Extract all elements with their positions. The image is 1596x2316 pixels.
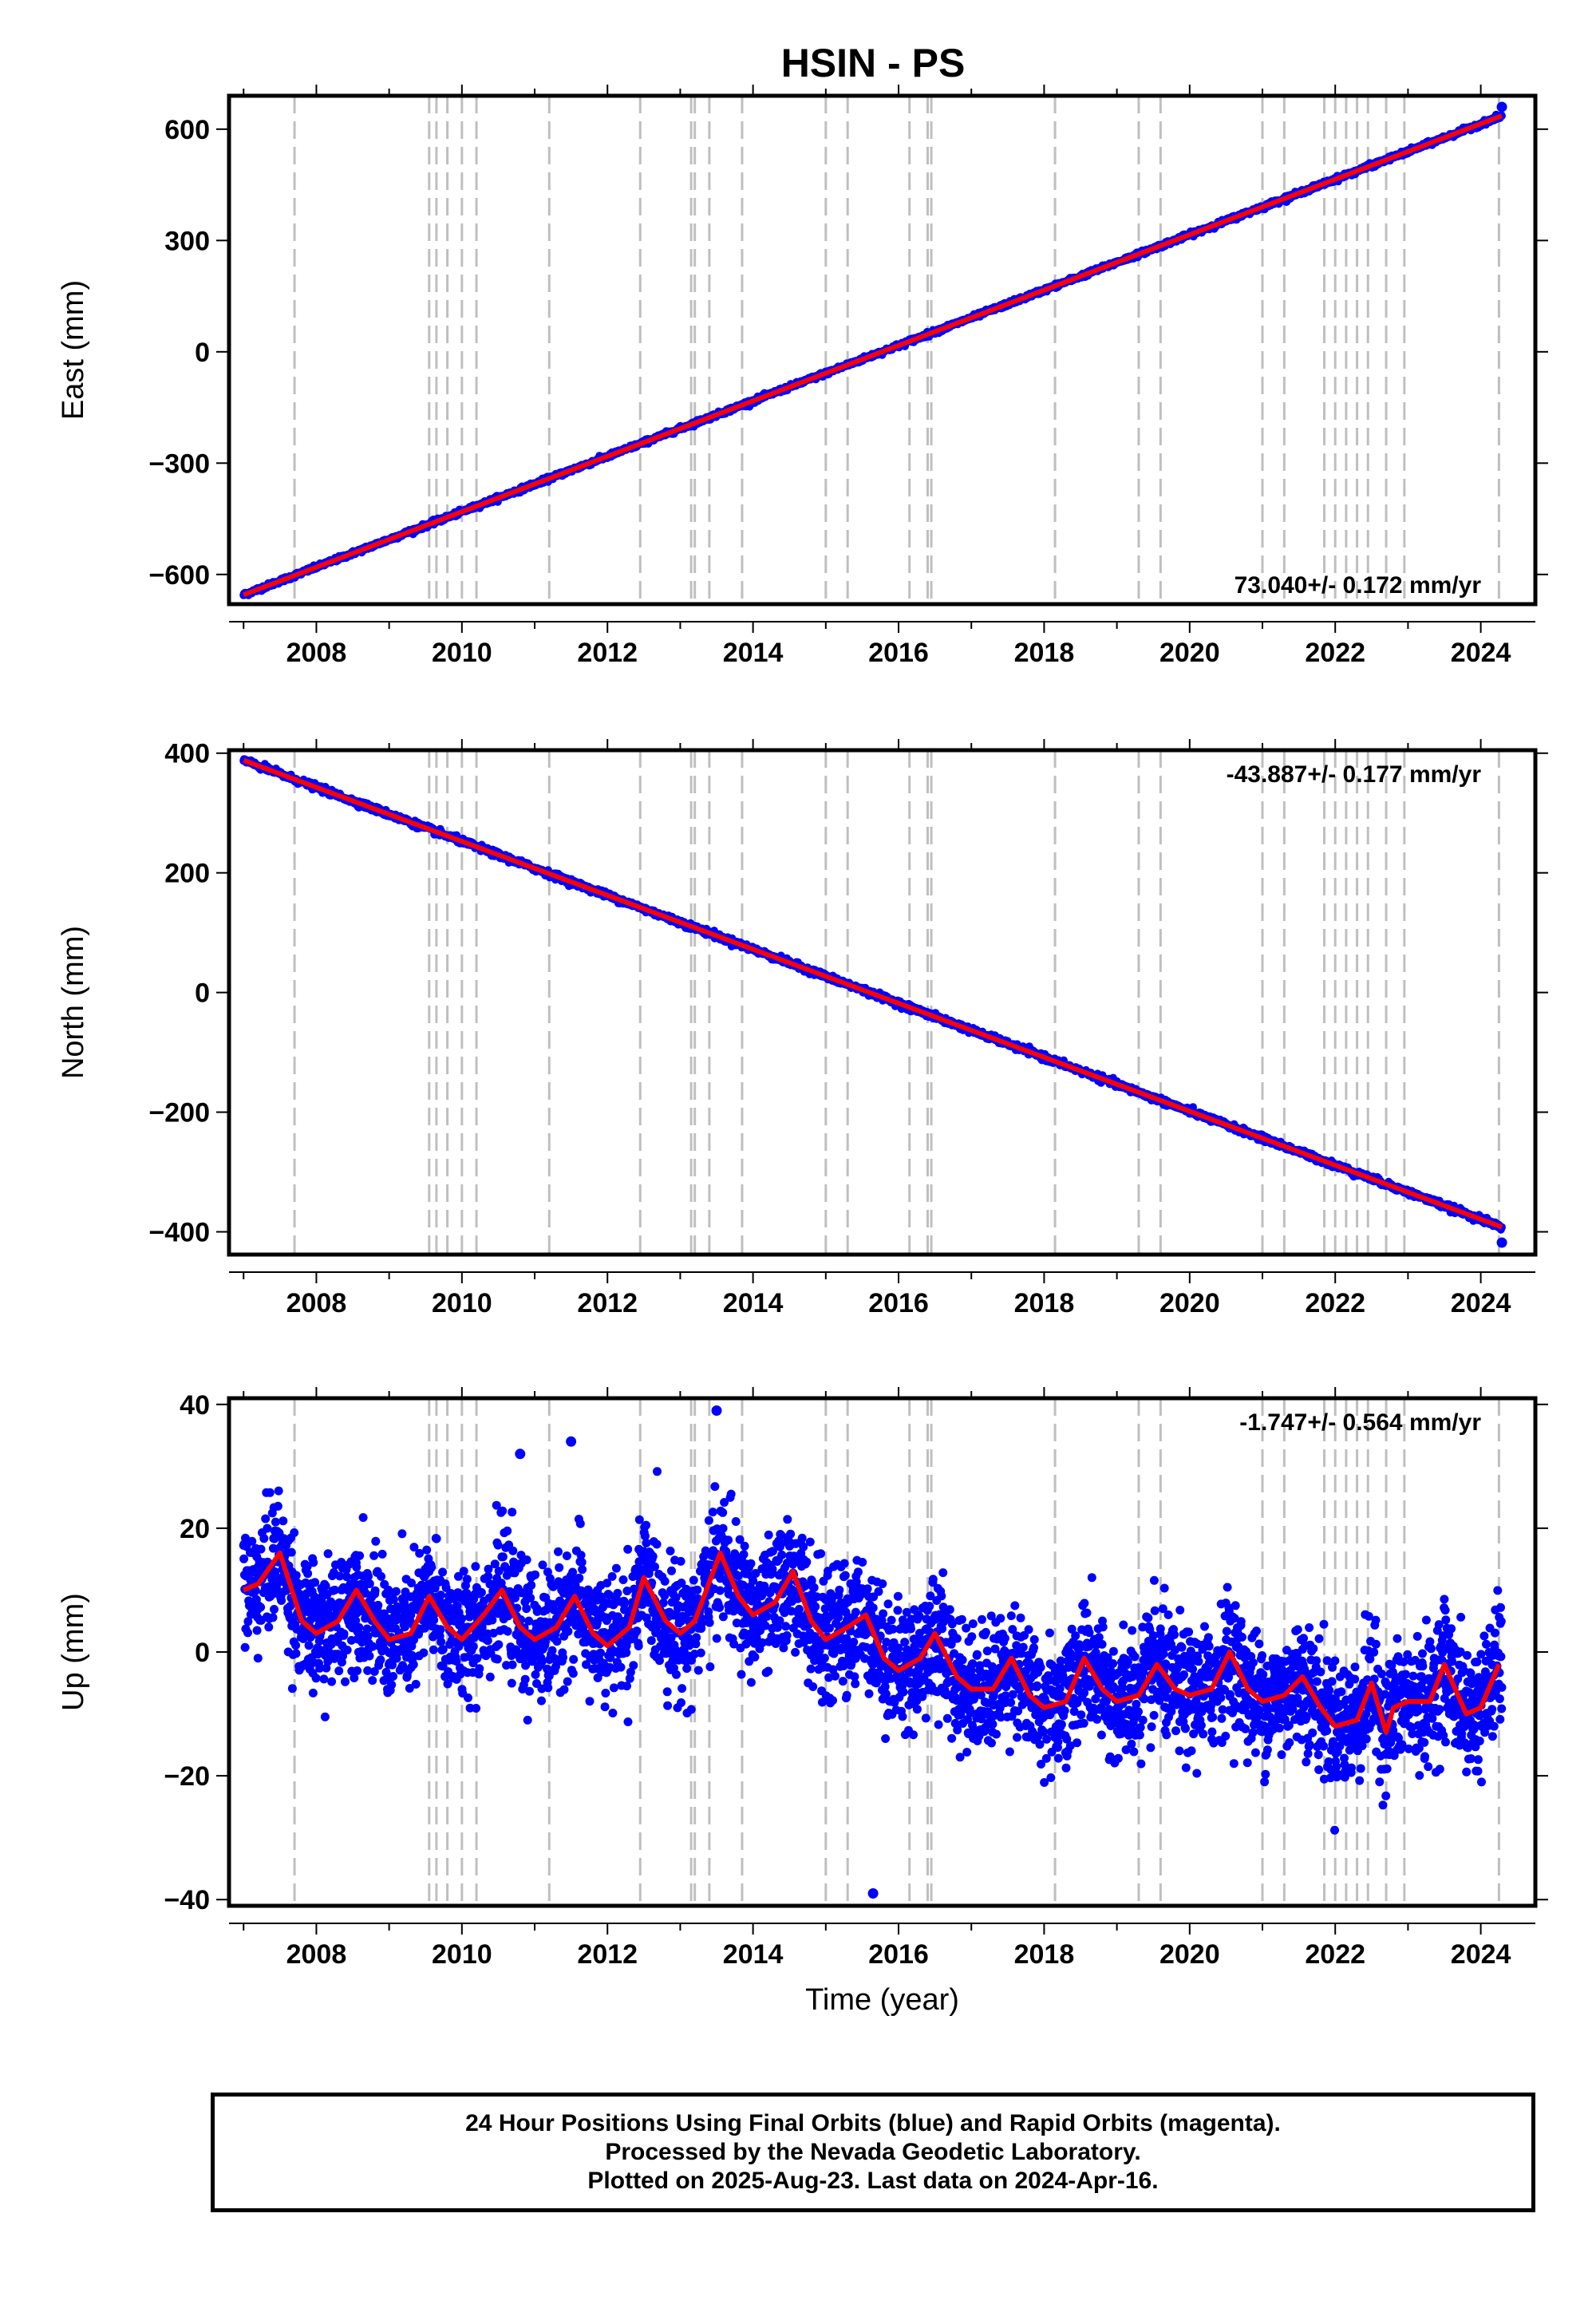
rate-label: 73.040+/- 0.172 mm/yr (1235, 572, 1482, 599)
y-tick-label: 0 (195, 338, 210, 368)
x-tick-label: 2016 (868, 638, 929, 668)
x-tick-label: 2022 (1305, 638, 1365, 668)
x-tick-label: 2020 (1159, 638, 1220, 668)
plot-frame (227, 93, 1538, 607)
x-tick-label: 2012 (577, 638, 638, 668)
x-tick-label: 2014 (723, 638, 784, 668)
y-tick-label: 300 (164, 226, 210, 256)
x-tick-label: 2008 (286, 638, 347, 668)
y-tick-label: −600 (148, 560, 210, 591)
y-axis-label: East (mm) (57, 280, 90, 420)
outlier-point (1496, 101, 1507, 113)
east-panel: 2008 2010 2012 2014 2016 2018 2020 2022 2024 −600… (57, 85, 1548, 668)
page-title: HSIN - PS (781, 41, 966, 85)
north-panel: 2008 2010 2012 2014 2016 2018 2020 2022 2024−400… (57, 739, 1548, 1318)
x-tick-label: 2010 (432, 638, 492, 668)
y-tick-label: 600 (164, 115, 210, 145)
x-tick-label: 2024 (1451, 638, 1511, 668)
y-tick-label: −300 (148, 449, 210, 479)
event-lines (293, 96, 1500, 604)
x-tick-label: 2018 (1014, 638, 1075, 668)
model-curve (243, 113, 1503, 598)
